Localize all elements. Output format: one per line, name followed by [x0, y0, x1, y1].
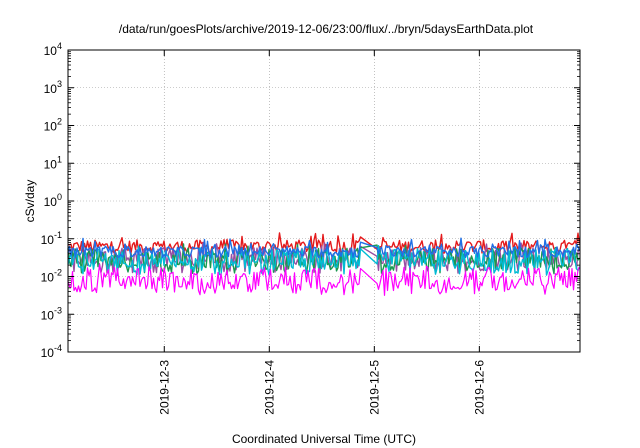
y-tick-label: 10-1 [41, 230, 62, 247]
y-tick-label: 10-3 [41, 305, 62, 322]
y-tick-label: 103 [44, 79, 62, 96]
x-tick-label: 2019-12-3 [157, 360, 171, 415]
series-layer [67, 232, 581, 296]
y-tick-label: 101 [44, 154, 62, 171]
x-tick-label: 2019-12-6 [472, 360, 486, 415]
grid-lines [68, 50, 580, 352]
y-tick-label: 10-4 [41, 343, 62, 360]
x-axis-label: Coordinated Universal Time (UTC) [232, 432, 416, 446]
series-line [67, 244, 581, 276]
y-tick-label: 100 [44, 192, 62, 209]
y-axis: 10-4 10-3 10-2 10-1 100 101 102 103 104 [41, 41, 580, 360]
y-tick-label: 104 [44, 41, 62, 58]
series-line [67, 264, 581, 296]
x-tick-label: 2019-12-5 [367, 360, 381, 415]
x-tick-label: 2019-12-4 [262, 360, 276, 415]
y-tick-label: 102 [44, 117, 62, 134]
series-line [67, 237, 581, 259]
y-axis-label: cSv/day [23, 180, 37, 223]
x-axis: 2019-12-3 2019-12-4 2019-12-5 2019-12-6 [157, 50, 486, 415]
y-tick-label: 10-2 [41, 268, 62, 285]
chart-title: /data/run/goesPlots/archive/2019-12-06/2… [119, 22, 534, 36]
